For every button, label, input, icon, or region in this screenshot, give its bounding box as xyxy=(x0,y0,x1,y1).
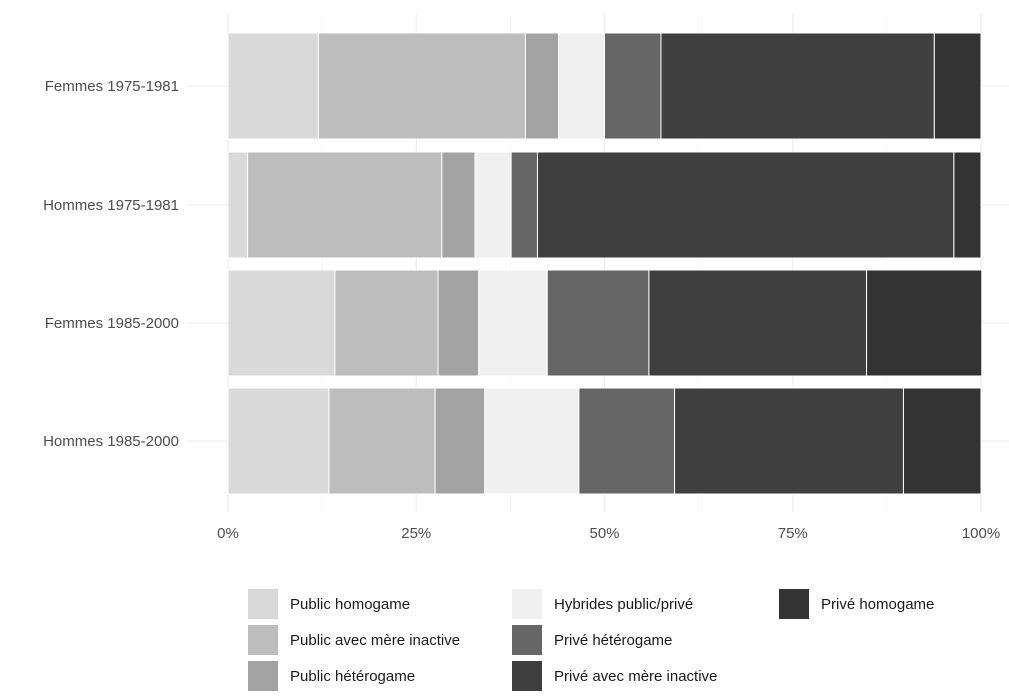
bars: Femmes 1975-1981 - Public homogame: 12%F… xyxy=(227,32,983,495)
legend-label: Privé homogame xyxy=(821,596,934,613)
y-axis-tick-labels: Femmes 1975-1981 Hommes 1975-1981 Femmes 1… xyxy=(43,78,179,450)
legend-label: Public avec mère inactive xyxy=(290,632,460,649)
legend-label: Hybrides public/privé xyxy=(554,596,693,613)
legend-swatch xyxy=(248,589,278,619)
x-axis-tick-labels: 0% 25% 50% 75% 100% xyxy=(217,525,1000,542)
bar-segment: Femmes 1975-1981 - Hybrides public/privé… xyxy=(558,32,606,140)
legend-swatch xyxy=(512,661,542,691)
y-tick-label: Femmes 1975-1981 xyxy=(45,78,179,95)
bar-segment: Femmes 1985-2000 - Privé homogame: 15.3% xyxy=(866,269,983,377)
bar-segment: Hommes 1985-2000 - Hybrides public/privé… xyxy=(484,387,580,495)
bar-segment: Femmes 1985-2000 - Privé avec mère inact… xyxy=(648,269,868,377)
legend-swatch xyxy=(512,625,542,655)
bar-segment: Hommes 1975-1981 - Privé hétérogame: 3.5… xyxy=(510,151,538,259)
y-tick-label: Hommes 1975-1981 xyxy=(43,197,179,214)
x-tick-label: 0% xyxy=(217,525,239,542)
bar-segment: Hommes 1985-2000 - Public homogame: 13.4… xyxy=(227,387,330,495)
legend-swatch xyxy=(248,625,278,655)
bar-segment: Femmes 1985-2000 - Public hétérogame: 5.… xyxy=(437,269,480,377)
legend-label: Public homogame xyxy=(290,596,410,613)
bar-segment: Femmes 1975-1981 - Public avec mère inac… xyxy=(317,32,526,140)
legend-swatch xyxy=(779,589,809,619)
legend-label: Privé avec mère inactive xyxy=(554,668,717,685)
bar-segment: Femmes 1985-2000 - Hybrides public/privé… xyxy=(478,269,548,377)
bar-segment: Hommes 1975-1981 - Public hétérogame: 4.… xyxy=(441,151,476,259)
bar-segment: Femmes 1975-1981 - Public hétérogame: 4.… xyxy=(524,32,560,140)
bar-segment: Femmes 1985-2000 - Public avec mère inac… xyxy=(334,269,439,377)
bar-segment: Hommes 1975-1981 - Public avec mère inac… xyxy=(247,151,443,259)
bar-segment: Hommes 1985-2000 - Privé homogame: 10.3% xyxy=(902,387,982,495)
bar-segment: Hommes 1985-2000 - Privé hétérogame: 12.… xyxy=(578,387,676,495)
bar-segment: Femmes 1975-1981 - Public homogame: 12% xyxy=(227,32,319,140)
bar-segment: Hommes 1975-1981 - Public homogame: 2.6% xyxy=(227,151,249,259)
legend: Public homogame Public avec mère inactive… xyxy=(248,589,934,691)
legend-label: Privé hétérogame xyxy=(554,632,672,649)
y-tick-label: Hommes 1985-2000 xyxy=(43,433,179,450)
x-tick-label: 100% xyxy=(962,525,1000,542)
bar-segment: Hommes 1975-1981 - Privé avec mère inact… xyxy=(536,151,955,259)
bar-segment: Femmes 1985-2000 - Public homogame: 14.2… xyxy=(227,269,336,377)
y-tick-label: Femmes 1985-2000 xyxy=(45,315,179,332)
legend-label: Public hétérogame xyxy=(290,668,415,685)
x-tick-label: 25% xyxy=(401,525,431,542)
bar-segment: Hommes 1975-1981 - Hybrides public/privé… xyxy=(474,151,512,259)
bar-segment: Femmes 1975-1981 - Privé homogame: 6.2% xyxy=(933,32,982,140)
bar-segment: Femmes 1975-1981 - Privé hétérogame: 7.5… xyxy=(604,32,662,140)
legend-swatch xyxy=(248,661,278,691)
legend-swatch xyxy=(512,589,542,619)
bar-segment: Hommes 1985-2000 - Public avec mère inac… xyxy=(328,387,436,495)
bar-segment: Femmes 1985-2000 - Privé hétérogame: 13.… xyxy=(546,269,650,377)
bar-segment: Hommes 1985-2000 - Public hétérogame: 6.… xyxy=(434,387,486,495)
x-tick-label: 50% xyxy=(589,525,619,542)
bar-segment: Femmes 1975-1981 - Privé avec mère inact… xyxy=(660,32,935,140)
bar-segment: Hommes 1975-1981 - Privé homogame: 3.6% xyxy=(953,151,982,259)
x-tick-label: 75% xyxy=(778,525,808,542)
bar-segment: Hommes 1985-2000 - Privé avec mère inact… xyxy=(674,387,904,495)
